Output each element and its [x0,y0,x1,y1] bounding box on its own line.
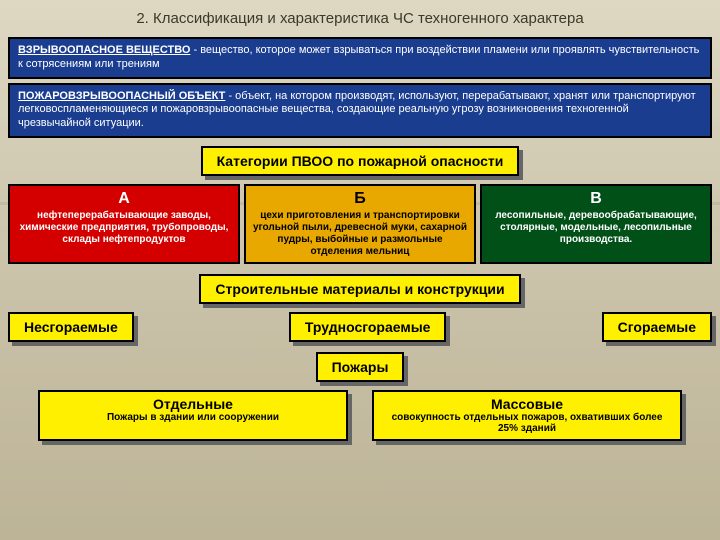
category-c-desc: лесопильные, деревообрабатывающие, столя… [486,210,706,246]
fire-1-desc: Пожары в здании или сооружении [48,412,338,424]
fire-1-title: Отдельные [48,396,338,412]
material-1: Несгораемые [8,312,134,342]
definition-box-1: ВЗРЫВООПАСНОЕ ВЕЩЕСТВО - вещество, котор… [8,37,712,79]
material-2: Трудносгораемые [289,312,447,342]
categories-row: А нефтеперерабатывающие заводы, химическ… [8,184,712,264]
category-b: Б цехи приготовления и транспортировки у… [244,184,476,264]
materials-row: Несгораемые Трудносгораемые Сгораемые [8,312,712,342]
materials-heading: Строительные материалы и конструкции [199,274,520,304]
slide-content: 2. Классификация и характеристика ЧС тех… [0,0,720,441]
material-3: Сгораемые [602,312,712,342]
definition-box-2: ПОЖАРОВЗРЫВООПАСНЫЙ ОБЪЕКТ - объект, на … [8,83,712,138]
category-a-letter: А [14,190,234,208]
category-a: А нефтеперерабатывающие заводы, химическ… [8,184,240,264]
category-c-letter: В [486,190,706,208]
category-a-desc: нефтеперерабатывающие заводы, химические… [14,210,234,246]
definition-term-2: ПОЖАРОВЗРЫВООПАСНЫЙ ОБЪЕКТ [18,90,225,102]
category-b-letter: Б [250,190,470,208]
category-c: В лесопильные, деревообрабатывающие, сто… [480,184,712,264]
definition-term-1: ВЗРЫВООПАСНОЕ ВЕЩЕСТВО [18,44,190,56]
fire-box-1: Отдельные Пожары в здании или сооружении [38,390,348,441]
slide-title: 2. Классификация и характеристика ЧС тех… [8,10,712,27]
categories-heading: Категории ПВОО по пожарной опасности [201,146,520,176]
fire-box-2: Массовые совокупность отдельных пожаров,… [372,390,682,441]
fire-2-desc: совокупность отдельных пожаров, охвативш… [382,412,672,435]
fires-row: Отдельные Пожары в здании или сооружении… [8,390,712,441]
fires-heading: Пожары [316,352,405,382]
category-b-desc: цехи приготовления и транспортировки уго… [250,210,470,258]
fire-2-title: Массовые [382,396,672,412]
